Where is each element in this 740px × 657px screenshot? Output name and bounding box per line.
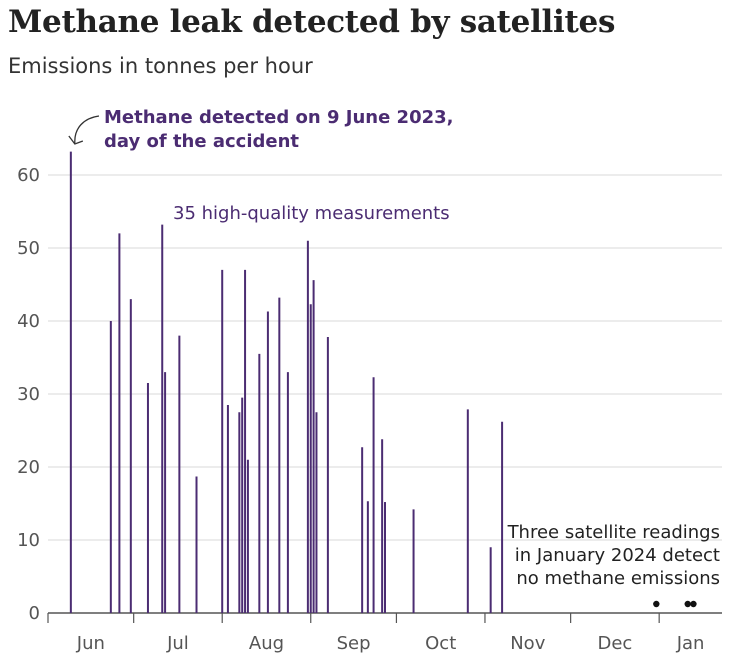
annotation-january-line-1: Three satellite readings <box>507 522 720 543</box>
x-tick-label: Dec <box>597 633 632 654</box>
y-tick-label: 20 <box>17 457 40 478</box>
y-tick-label: 60 <box>17 165 40 186</box>
x-tick-label: Nov <box>510 633 545 654</box>
y-tick-label: 0 <box>29 603 40 624</box>
y-tick-label: 50 <box>17 238 40 259</box>
january-reading-dot <box>653 600 660 608</box>
x-tick-label: Jul <box>166 633 189 654</box>
annotation-january-line-2: in January 2024 detect <box>515 545 720 566</box>
annotation-arrowhead <box>68 135 84 145</box>
annotation-measurement-count: 35 high-quality measurements <box>173 203 450 224</box>
y-tick-label: 30 <box>17 384 40 405</box>
x-tick-label: Aug <box>249 633 284 654</box>
x-axis: Jun Jul Aug Sep Oct Nov Dec Jan <box>47 612 722 654</box>
y-axis: 0 10 20 30 40 50 60 <box>17 165 40 624</box>
x-tick-label: Oct <box>425 633 456 654</box>
annotation-arrow <box>74 115 100 144</box>
bar-series <box>69 151 504 613</box>
x-tick-label: Jun <box>76 633 105 654</box>
annotation-january-line-3: no methane emissions <box>516 568 720 589</box>
grid-lines <box>48 174 722 541</box>
annotation-peak-line-1: Methane detected on 9 June 2023, <box>104 107 454 128</box>
x-tick-label: Sep <box>337 633 371 654</box>
y-tick-label: 40 <box>17 311 40 332</box>
dot-series <box>653 600 697 608</box>
annotation-peak-line-2: day of the accident <box>104 131 299 152</box>
x-tick-label: Jan <box>676 633 705 654</box>
annotations: Methane detected on 9 June 2023, day of … <box>68 107 720 589</box>
chart-subtitle: Emissions in tonnes per hour <box>8 54 313 78</box>
chart-title: Methane leak detected by satellites <box>8 4 616 40</box>
y-tick-label: 10 <box>17 530 40 551</box>
january-reading-dot <box>684 600 691 608</box>
january-reading-dot <box>690 600 697 608</box>
